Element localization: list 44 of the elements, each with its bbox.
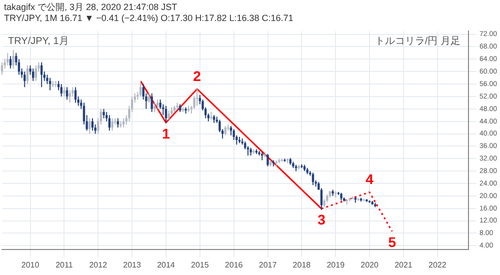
candlestick [26, 64, 29, 85]
x-tick-label: 2013 [123, 260, 142, 270]
candlestick [312, 172, 314, 186]
x-tick-label: 2015 [191, 260, 210, 270]
x-tick-label: 2021 [394, 260, 413, 270]
x-tick-label: 2019 [326, 260, 346, 270]
candlestick [32, 68, 34, 82]
candlestick [9, 56, 12, 69]
x-tick-label: 2011 [56, 260, 74, 270]
candlestick [232, 128, 235, 140]
candlestick [12, 49, 14, 69]
x-tick-label: 2016 [224, 260, 244, 270]
candlestick [63, 86, 66, 97]
chart-title: takagifx で公開, 3月 28, 2020 21:47:08 JST [3, 1, 178, 13]
x-tick-label: 2022 [428, 260, 447, 270]
candlestick [168, 110, 170, 120]
x-tick-label: 2010 [21, 260, 40, 270]
candlestick [154, 102, 156, 113]
candlestick [266, 153, 269, 167]
annotation: TRY/JPY, 1月 [8, 36, 69, 47]
candlestick [224, 126, 226, 136]
annotation: 1 [162, 125, 170, 142]
candlestick [108, 114, 111, 132]
x-tick-label: 2014 [157, 260, 176, 270]
annotation: 2 [193, 68, 202, 84]
annotation: 5 [388, 234, 396, 250]
candlestick [139, 80, 142, 97]
candlestick [102, 108, 105, 119]
annotation: 4 [366, 171, 374, 188]
candlestick [34, 64, 38, 82]
candlestick [24, 71, 26, 88]
x-tick-label: 2020 [360, 260, 379, 270]
candlestick [320, 188, 323, 210]
x-tick-label: 2017 [258, 260, 278, 270]
annotation: 3 [318, 212, 326, 228]
candlestick [60, 84, 62, 97]
x-tick-label: 2012 [89, 260, 108, 270]
candlestick [156, 99, 159, 110]
chart-subtitle: TRY/JPY, 1M 16.71 ▼ −0.41 (−2.41%) O:17.30 H:17.82 L:16.38 C:16.71 [3, 13, 294, 24]
x-tick-label: 2018 [292, 260, 312, 270]
annotation: トルコリラ/円 月足 [374, 36, 460, 47]
candlestick [6, 52, 9, 66]
candlestick [111, 118, 114, 132]
candlestick [150, 92, 153, 113]
